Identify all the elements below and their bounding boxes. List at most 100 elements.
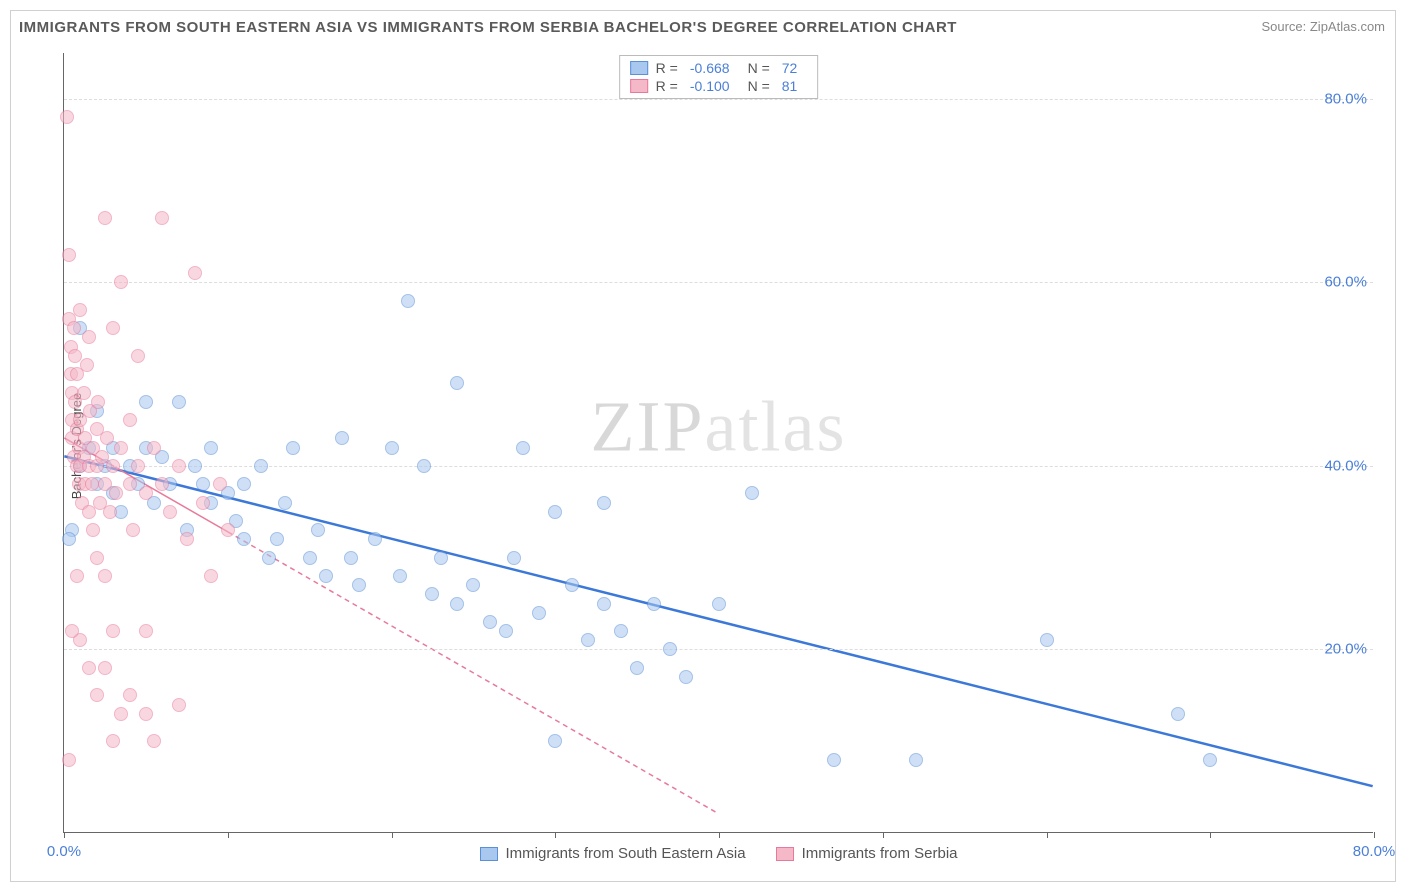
scatter-point (196, 496, 210, 510)
x-tick (883, 832, 884, 838)
x-tick (1374, 832, 1375, 838)
scatter-point (114, 441, 128, 455)
scatter-point (254, 459, 268, 473)
scatter-point (368, 532, 382, 546)
scatter-point (62, 753, 76, 767)
scatter-point (155, 211, 169, 225)
legend-swatch (776, 847, 794, 861)
scatter-point (614, 624, 628, 638)
scatter-point (70, 569, 84, 583)
legend-n-value: 81 (782, 78, 798, 94)
legend-correlation: R =-0.668N =72R =-0.100N =81 (619, 55, 819, 99)
scatter-point (909, 753, 923, 767)
scatter-point (499, 624, 513, 638)
scatter-point (73, 303, 87, 317)
gridline (64, 649, 1373, 650)
scatter-point (548, 734, 562, 748)
scatter-point (126, 523, 140, 537)
legend-r-label: R = (656, 60, 678, 76)
scatter-point (82, 505, 96, 519)
scatter-point (425, 587, 439, 601)
scatter-point (516, 441, 530, 455)
scatter-point (106, 459, 120, 473)
scatter-point (60, 110, 74, 124)
scatter-point (114, 275, 128, 289)
scatter-point (139, 486, 153, 500)
scatter-point (237, 532, 251, 546)
scatter-point (335, 431, 349, 445)
scatter-point (172, 395, 186, 409)
legend-row: R =-0.668N =72 (630, 59, 808, 77)
scatter-point (65, 624, 79, 638)
scatter-point (123, 477, 137, 491)
scatter-point (139, 395, 153, 409)
x-tick (392, 832, 393, 838)
legend-series-item: Immigrants from South Eastern Asia (480, 845, 746, 862)
chart-container: IMMIGRANTS FROM SOUTH EASTERN ASIA VS IM… (10, 10, 1396, 882)
scatter-point (565, 578, 579, 592)
scatter-point (827, 753, 841, 767)
scatter-point (106, 734, 120, 748)
scatter-point (204, 441, 218, 455)
legend-r-value: -0.100 (690, 78, 730, 94)
scatter-point (270, 532, 284, 546)
scatter-point (483, 615, 497, 629)
scatter-point (147, 734, 161, 748)
legend-swatch (630, 61, 648, 75)
scatter-point (450, 376, 464, 390)
scatter-point (303, 551, 317, 565)
legend-n-label: N = (748, 78, 770, 94)
x-tick-label: 80.0% (1353, 843, 1396, 860)
scatter-point (352, 578, 366, 592)
scatter-point (311, 523, 325, 537)
scatter-point (1040, 633, 1054, 647)
scatter-point (532, 606, 546, 620)
x-tick (64, 832, 65, 838)
scatter-point (106, 321, 120, 335)
scatter-point (91, 395, 105, 409)
scatter-point (80, 358, 94, 372)
scatter-point (90, 551, 104, 565)
scatter-point (630, 661, 644, 675)
gridline (64, 99, 1373, 100)
scatter-point (98, 569, 112, 583)
x-tick (228, 832, 229, 838)
scatter-point (67, 321, 81, 335)
scatter-point (139, 707, 153, 721)
scatter-point (100, 431, 114, 445)
scatter-point (507, 551, 521, 565)
legend-series-label: Immigrants from Serbia (802, 845, 958, 862)
scatter-point (90, 688, 104, 702)
scatter-point (1171, 707, 1185, 721)
scatter-point (597, 496, 611, 510)
scatter-point (62, 248, 76, 262)
scatter-point (581, 633, 595, 647)
scatter-point (679, 670, 693, 684)
scatter-point (86, 523, 100, 537)
scatter-point (180, 532, 194, 546)
scatter-point (221, 523, 235, 537)
scatter-point (286, 441, 300, 455)
scatter-point (466, 578, 480, 592)
scatter-point (172, 459, 186, 473)
scatter-point (417, 459, 431, 473)
legend-n-value: 72 (782, 60, 798, 76)
legend-r-value: -0.668 (690, 60, 730, 76)
scatter-point (77, 386, 91, 400)
scatter-point (262, 551, 276, 565)
scatter-point (597, 597, 611, 611)
scatter-point (155, 477, 169, 491)
scatter-point (401, 294, 415, 308)
x-tick (1210, 832, 1211, 838)
watermark: ZIPatlas (591, 385, 847, 468)
y-tick-label: 20.0% (1324, 641, 1367, 658)
scatter-point (109, 486, 123, 500)
scatter-point (663, 642, 677, 656)
scatter-point (131, 349, 145, 363)
scatter-point (106, 624, 120, 638)
scatter-point (163, 505, 177, 519)
scatter-point (278, 496, 292, 510)
scatter-point (385, 441, 399, 455)
legend-row: R =-0.100N =81 (630, 77, 808, 95)
x-tick-label: 0.0% (47, 843, 81, 860)
